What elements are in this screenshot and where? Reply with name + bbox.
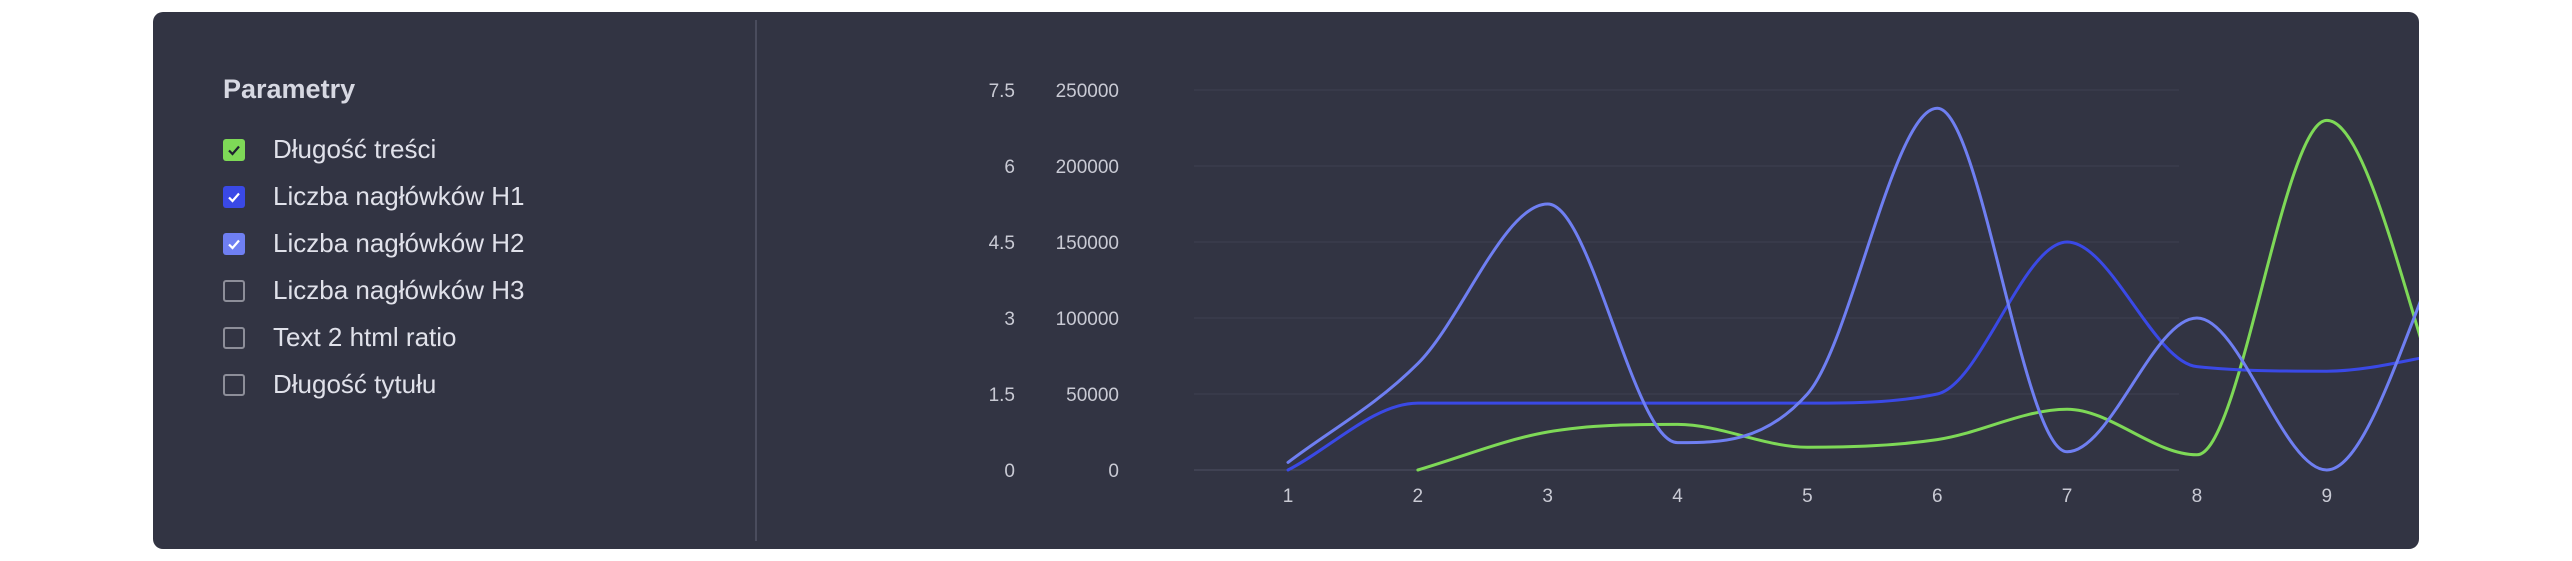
param-label: Liczba nagłówków H3 <box>273 275 525 305</box>
y-right-tick-label: 200000 <box>1056 157 1119 178</box>
param-item-h1-count[interactable]: Liczba nagłówków H1 <box>223 173 524 220</box>
x-tick-label: 7 <box>2062 486 2073 507</box>
y-left-tick-label: 1.5 <box>989 385 1015 406</box>
x-tick-label: 2 <box>1413 486 1424 507</box>
param-label: Długość treści <box>273 134 437 164</box>
x-tick-label: 5 <box>1802 486 1813 507</box>
checkbox[interactable] <box>223 279 245 302</box>
param-label: Text 2 html ratio <box>273 322 457 352</box>
x-tick-label: 1 <box>1283 486 1294 507</box>
line-chart: 0 0 1.5 50000 3 100000 4.5 150000 6 200000 7.5 2500… <box>989 81 2468 507</box>
series-line-2 <box>1286 106 2459 472</box>
y-left-tick-label: 3 <box>1004 309 1015 330</box>
chart-area: 0 0 1.5 50000 3 100000 4.5 150000 6 200000 7.5 2500… <box>757 12 2468 549</box>
y-left-tick-label: 0 <box>1004 461 1015 482</box>
panel-divider <box>755 20 757 541</box>
y-right-tick-label: 150000 <box>1056 233 1119 254</box>
checkbox[interactable] <box>223 373 245 396</box>
x-tick-label: 9 <box>2322 486 2333 507</box>
param-label: Długość tytułu <box>273 369 437 399</box>
x-tick-label: 8 <box>2192 486 2203 507</box>
checkbox[interactable] <box>223 185 245 208</box>
checkbox[interactable] <box>223 326 245 349</box>
param-label: Liczba nagłówków H1 <box>273 181 525 211</box>
x-tick-label: 3 <box>1542 486 1553 507</box>
x-tick-label: 6 <box>1932 486 1943 507</box>
param-item-h3-count[interactable]: Liczba nagłówków H3 <box>223 267 524 314</box>
param-item-title-length[interactable]: Długość tytułu <box>223 361 524 408</box>
series-line-0 <box>1416 118 2459 472</box>
chart-card: Parametry Długość treści Liczba nagłówkó… <box>153 12 2468 549</box>
y-right-tick-label: 100000 <box>1056 309 1119 330</box>
y-right-tick-label: 0 <box>1108 461 1119 482</box>
checkbox[interactable] <box>223 138 245 161</box>
y-left-tick-label: 7.5 <box>989 81 1015 102</box>
series-line-1 <box>1286 240 2459 472</box>
parameters-panel: Parametry Długość treści Liczba nagłówkó… <box>153 12 755 549</box>
param-item-content-length[interactable]: Długość treści <box>223 126 524 173</box>
param-label: Liczba nagłówków H2 <box>273 228 525 258</box>
x-tick-label: 4 <box>1672 486 1683 507</box>
param-item-h2-count[interactable]: Liczba nagłówków H2 <box>223 220 524 267</box>
y-right-tick-label: 250000 <box>1056 81 1119 102</box>
parameters-title: Parametry <box>223 74 356 104</box>
y-left-tick-label: 6 <box>1004 157 1015 178</box>
parameter-list: Długość treści Liczba nagłówków H1 Liczb… <box>223 126 524 408</box>
y-right-tick-label: 50000 <box>1066 385 1119 406</box>
checkbox[interactable] <box>223 232 245 255</box>
y-left-tick-label: 4.5 <box>989 233 1015 254</box>
param-item-text-html-ratio[interactable]: Text 2 html ratio <box>223 314 524 361</box>
